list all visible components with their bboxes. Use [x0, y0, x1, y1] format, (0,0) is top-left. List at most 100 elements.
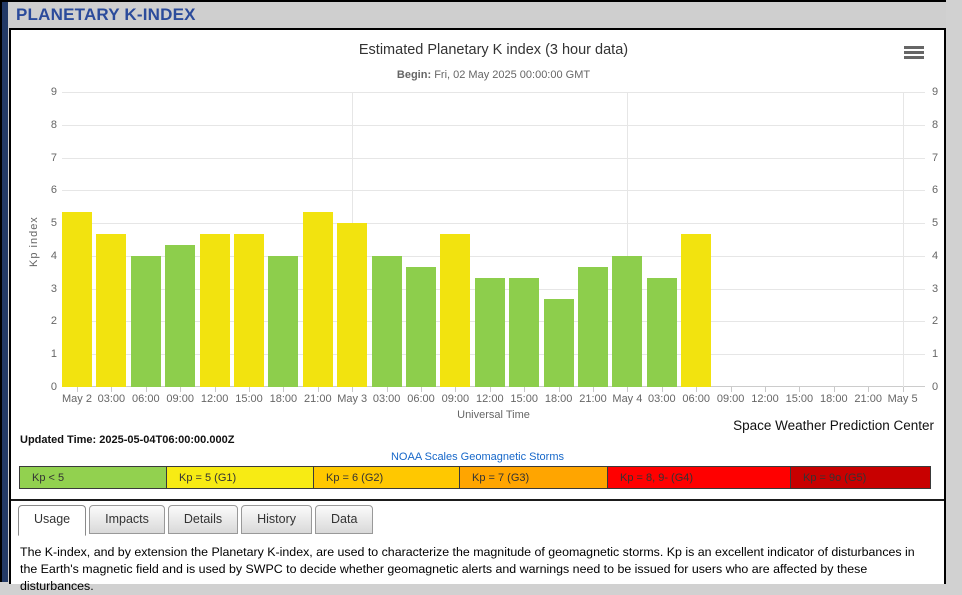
y-gridline	[62, 157, 925, 159]
y-axis-label-right: 2	[932, 315, 939, 328]
x-axis-tick	[696, 387, 698, 392]
y-axis-label-left: 6	[50, 184, 57, 197]
kp-bar[interactable]	[681, 233, 712, 387]
tabs: Usage Impacts Details History Data	[18, 505, 376, 536]
x-axis-tick-label: May 4	[612, 393, 643, 405]
x-axis-tick	[765, 387, 766, 392]
kp-bar[interactable]	[302, 212, 333, 387]
x-axis-tick-label: May 5	[887, 393, 918, 405]
x-axis-tick	[730, 387, 732, 392]
x-axis-tick-label: 06:00	[407, 393, 435, 405]
tab-data[interactable]: Data	[315, 505, 374, 534]
y-axis-label-right: 1	[932, 348, 939, 361]
tab-usage[interactable]: Usage	[18, 505, 87, 536]
x-axis-tick	[283, 387, 285, 392]
scale-cell: Kp = 5 (G1)	[166, 466, 314, 489]
usage-tab-text: The K-index, and by extension the Planet…	[20, 545, 915, 593]
kp-bar[interactable]	[578, 266, 608, 387]
x-axis-tick	[111, 387, 113, 392]
y-axis-label-right: 8	[932, 118, 939, 131]
y-axis-label-right: 3	[932, 282, 939, 295]
x-axis-tick	[180, 387, 182, 392]
x-axis-tick-label: 03:00	[97, 393, 126, 405]
scale-cell: Kp = 7 (G3)	[459, 466, 608, 489]
x-axis-tick	[799, 387, 801, 392]
x-axis-tick	[455, 387, 457, 392]
tab-details[interactable]: Details	[167, 505, 239, 534]
x-axis-tick-label: 21:00	[854, 393, 882, 405]
kp-bar[interactable]	[130, 255, 161, 387]
y-axis-label-left: 9	[50, 86, 57, 98]
x-axis-tick-label: 09:00	[441, 393, 470, 405]
x-axis-tick	[558, 387, 560, 392]
day-boundary-gridline	[627, 92, 629, 387]
y-axis-label-right: 6	[932, 184, 939, 197]
chart-credit: Space Weather Prediction Center	[733, 418, 934, 433]
x-axis-tick-label: 12:00	[751, 393, 779, 405]
chart-subtitle-value: Fri, 02 May 2025 00:00:00 GMT	[434, 69, 591, 81]
x-axis-title: Universal Time	[457, 409, 530, 421]
kp-bar[interactable]	[474, 277, 505, 387]
day-boundary-gridline	[902, 92, 904, 387]
x-axis-tick-label: 09:00	[166, 393, 194, 405]
kp-bar[interactable]	[234, 233, 264, 387]
y-gridline	[62, 190, 925, 192]
x-axis-tick	[627, 387, 629, 392]
x-axis-tick	[489, 387, 491, 392]
tabs-divider	[11, 499, 944, 501]
kp-bar[interactable]	[96, 233, 127, 387]
x-axis-tick-label: 21:00	[579, 393, 607, 405]
scale-cell: Kp = 6 (G2)	[313, 466, 460, 489]
x-axis-tick	[421, 387, 422, 392]
tab-history[interactable]: History	[241, 505, 313, 534]
x-axis-tick-label: 03:00	[372, 393, 401, 405]
x-axis-tick	[317, 387, 319, 392]
chart-title: Estimated Planetary K index (3 hour data…	[358, 42, 629, 58]
x-axis-tick	[593, 387, 594, 392]
kp-bar[interactable]	[268, 255, 299, 387]
kp-bar[interactable]	[646, 277, 677, 387]
scale-cell: Kp = 8, 9- (G4)	[607, 466, 791, 489]
y-axis-label-right: 0	[932, 381, 939, 393]
content-panel: Estimated Planetary K index (3 hour data…	[9, 28, 946, 593]
kp-bar[interactable]	[406, 266, 436, 387]
kp-bar[interactable]	[337, 223, 368, 387]
y-axis-label-right: 9	[932, 86, 939, 98]
x-axis-tick-label: 12:00	[200, 393, 229, 405]
kp-bar[interactable]	[612, 255, 643, 387]
y-gridline	[62, 124, 925, 126]
kp-bar[interactable]	[440, 233, 471, 387]
x-axis-tick	[524, 387, 526, 392]
y-gridline	[62, 92, 925, 93]
x-axis-tick	[902, 387, 904, 392]
x-axis-tick-label: 06:00	[682, 393, 710, 405]
kp-bar[interactable]	[62, 212, 92, 387]
y-axis-label-left: 4	[50, 249, 57, 262]
scale-cell: Kp = 9o (G5)	[790, 466, 931, 489]
y-gridline	[62, 223, 925, 225]
page-title: PLANETARY K-INDEX	[16, 5, 196, 24]
kp-bar[interactable]	[165, 245, 196, 387]
chart-export-menu-icon[interactable]	[904, 46, 924, 62]
kp-bar[interactable]	[371, 255, 402, 387]
x-axis-tick-label: 03:00	[648, 393, 676, 405]
x-axis-tick-label: 18:00	[544, 393, 573, 405]
x-axis-tick-label: 06:00	[132, 393, 160, 405]
kp-bar[interactable]	[543, 299, 574, 387]
tab-impacts[interactable]: Impacts	[89, 505, 165, 534]
x-axis-tick	[868, 387, 870, 392]
y-axis-label-left: 1	[50, 348, 57, 361]
x-axis-tick-label: May 3	[337, 393, 368, 405]
x-axis-tick	[386, 387, 388, 392]
x-axis-tick	[249, 387, 250, 392]
updated-time: Updated Time: 2025-05-04T06:00:00.000Z	[20, 434, 234, 446]
noaa-scale-bar: Kp < 5 Kp = 5 (G1) Kp = 6 (G2) Kp = 7 (G3) K…	[19, 466, 934, 489]
y-axis-label-left: 5	[50, 217, 57, 230]
y-axis-label-left: 7	[50, 151, 57, 164]
kp-bar[interactable]	[509, 277, 540, 387]
kp-bar[interactable]	[199, 233, 230, 387]
noaa-scales-link[interactable]: NOAA Scales Geomagnetic Storms	[390, 451, 564, 463]
chart-subtitle: Begin: Fri, 02 May 2025 00:00:00 GMT	[62, 69, 925, 81]
scale-cell: Kp < 5	[19, 466, 167, 489]
